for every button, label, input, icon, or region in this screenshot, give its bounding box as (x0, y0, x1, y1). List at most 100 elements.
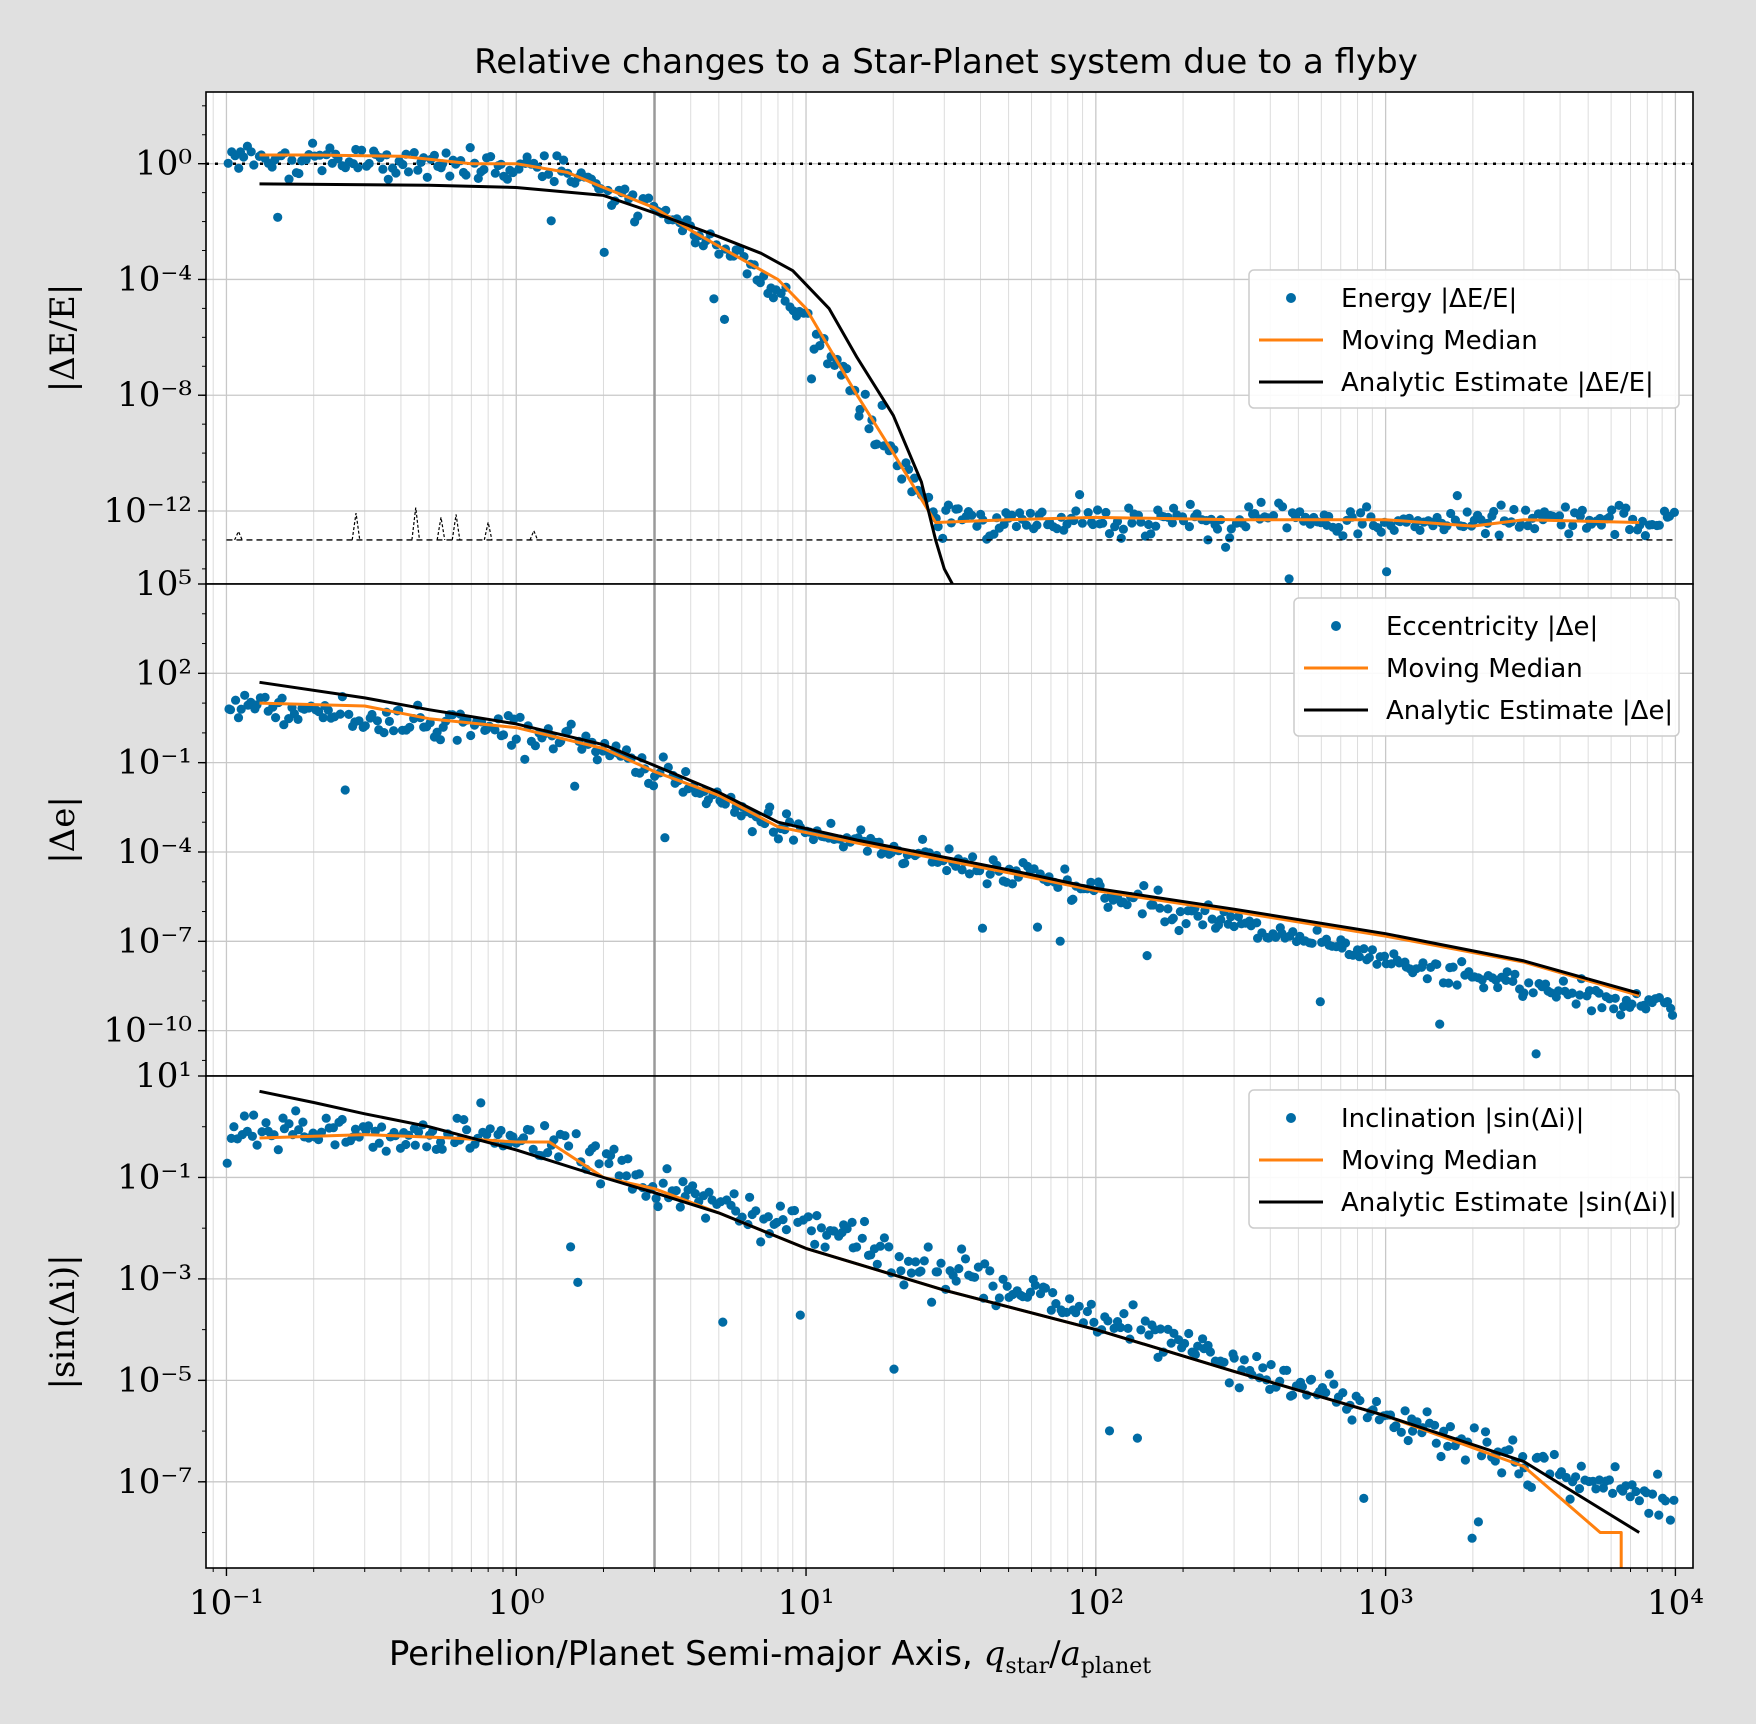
data-point (789, 1205, 800, 1216)
data-point (1288, 927, 1298, 937)
data-point (1184, 522, 1194, 532)
data-point (1575, 990, 1585, 1000)
data-point (1268, 510, 1279, 521)
data-point (570, 781, 580, 791)
data-point (1519, 988, 1529, 998)
legend-label: Eccentricity |Δe| (1386, 612, 1598, 642)
data-point (284, 174, 294, 184)
data-point (1233, 912, 1243, 922)
moving-median-line (259, 153, 1640, 528)
data-point (1432, 959, 1442, 970)
data-point (1075, 490, 1085, 500)
data-point (678, 1177, 688, 1187)
data-point (452, 735, 462, 745)
data-point (838, 842, 849, 852)
legend-label: Analytic Estimate |Δe| (1386, 696, 1673, 726)
data-point (231, 695, 241, 705)
data-point (677, 226, 688, 236)
data-point (1553, 986, 1563, 996)
data-point (560, 1131, 570, 1141)
data-point (1252, 1351, 1262, 1362)
data-point (1224, 1378, 1234, 1388)
data-point (644, 193, 654, 203)
data-point (1479, 983, 1489, 993)
data-point (714, 249, 724, 259)
data-point (552, 151, 562, 161)
data-point (862, 846, 873, 856)
panel-eccentricity: 10⁵ 10² 10⁻¹ 10⁻⁴ 10⁻⁷ 10⁻¹⁰ |Δe| Eccentricity … (43, 564, 1694, 1084)
data-point (1640, 531, 1650, 541)
analytic-estimate-line (259, 680, 1640, 995)
panel-energy: 10⁰ 10⁻⁴ 10⁻⁸ 10⁻¹² |ΔE/E| Energy |ΔE/E| Movin… (43, 91, 1694, 592)
y-axis-title: |ΔE/E| (43, 284, 83, 393)
data-point (384, 716, 394, 727)
data-point (1266, 1360, 1276, 1370)
data-point (1297, 1382, 1307, 1392)
data-point (1576, 1461, 1586, 1471)
data-point (459, 1115, 469, 1125)
data-point (1367, 945, 1377, 955)
data-point (1239, 1355, 1249, 1365)
data-point (490, 725, 500, 735)
data-point (808, 834, 819, 845)
data-point (648, 781, 659, 791)
data-point (1531, 1049, 1541, 1059)
data-point (223, 158, 233, 168)
data-point (273, 1145, 283, 1155)
analytic-estimate-line (259, 1089, 1640, 1534)
data-point (543, 169, 554, 179)
data-point (511, 734, 521, 744)
data-point (429, 150, 439, 160)
data-point (1077, 518, 1087, 528)
y-tick-label: 10⁻⁵ (117, 1360, 192, 1400)
data-point (1181, 919, 1191, 929)
legend-box (1248, 269, 1680, 409)
data-point (1669, 507, 1679, 517)
data-point (1037, 507, 1047, 517)
data-point (1444, 978, 1454, 988)
data-point (936, 1258, 946, 1268)
x-tick-label: 10¹ (778, 1583, 835, 1623)
data-point (1667, 1010, 1678, 1020)
data-point (1315, 997, 1325, 1007)
data-point (621, 1171, 632, 1181)
panels: 10⁰ 10⁻⁴ 10⁻⁸ 10⁻¹² |ΔE/E| Energy |ΔE/E| Movin… (43, 91, 1704, 1623)
data-point (994, 1293, 1005, 1303)
data-point (1229, 921, 1239, 932)
data-point (1151, 521, 1161, 531)
data-point (1104, 1426, 1115, 1436)
data-point (389, 726, 399, 736)
data-point (1435, 1019, 1445, 1029)
data-point (747, 827, 757, 837)
x-tick-label: 10² (1067, 1583, 1124, 1623)
data-point (1446, 508, 1456, 519)
data-point (1666, 1003, 1676, 1014)
data-point (321, 1113, 331, 1123)
data-point (1452, 980, 1462, 990)
data-point (1127, 518, 1137, 528)
data-point (1508, 1435, 1518, 1445)
data-point (806, 1226, 817, 1236)
data-point (1225, 533, 1235, 543)
data-point (267, 162, 277, 172)
data-point (1136, 517, 1146, 527)
data-point (1460, 1455, 1470, 1465)
data-point (709, 294, 719, 304)
data-point (1256, 497, 1266, 507)
data-point (894, 1252, 904, 1262)
data-point (906, 1268, 917, 1278)
data-point (437, 1144, 447, 1154)
data-point (1625, 524, 1635, 535)
data-point (1496, 500, 1506, 510)
data-point (614, 1171, 624, 1181)
data-point (546, 216, 556, 226)
data-point (234, 163, 244, 173)
data-point (1103, 902, 1113, 913)
data-point (1146, 529, 1156, 539)
data-point (1093, 505, 1103, 515)
data-point (1053, 882, 1063, 893)
data-point (539, 151, 549, 161)
data-point (1074, 1301, 1084, 1311)
data-point (357, 145, 367, 155)
data-point (1609, 1004, 1619, 1014)
